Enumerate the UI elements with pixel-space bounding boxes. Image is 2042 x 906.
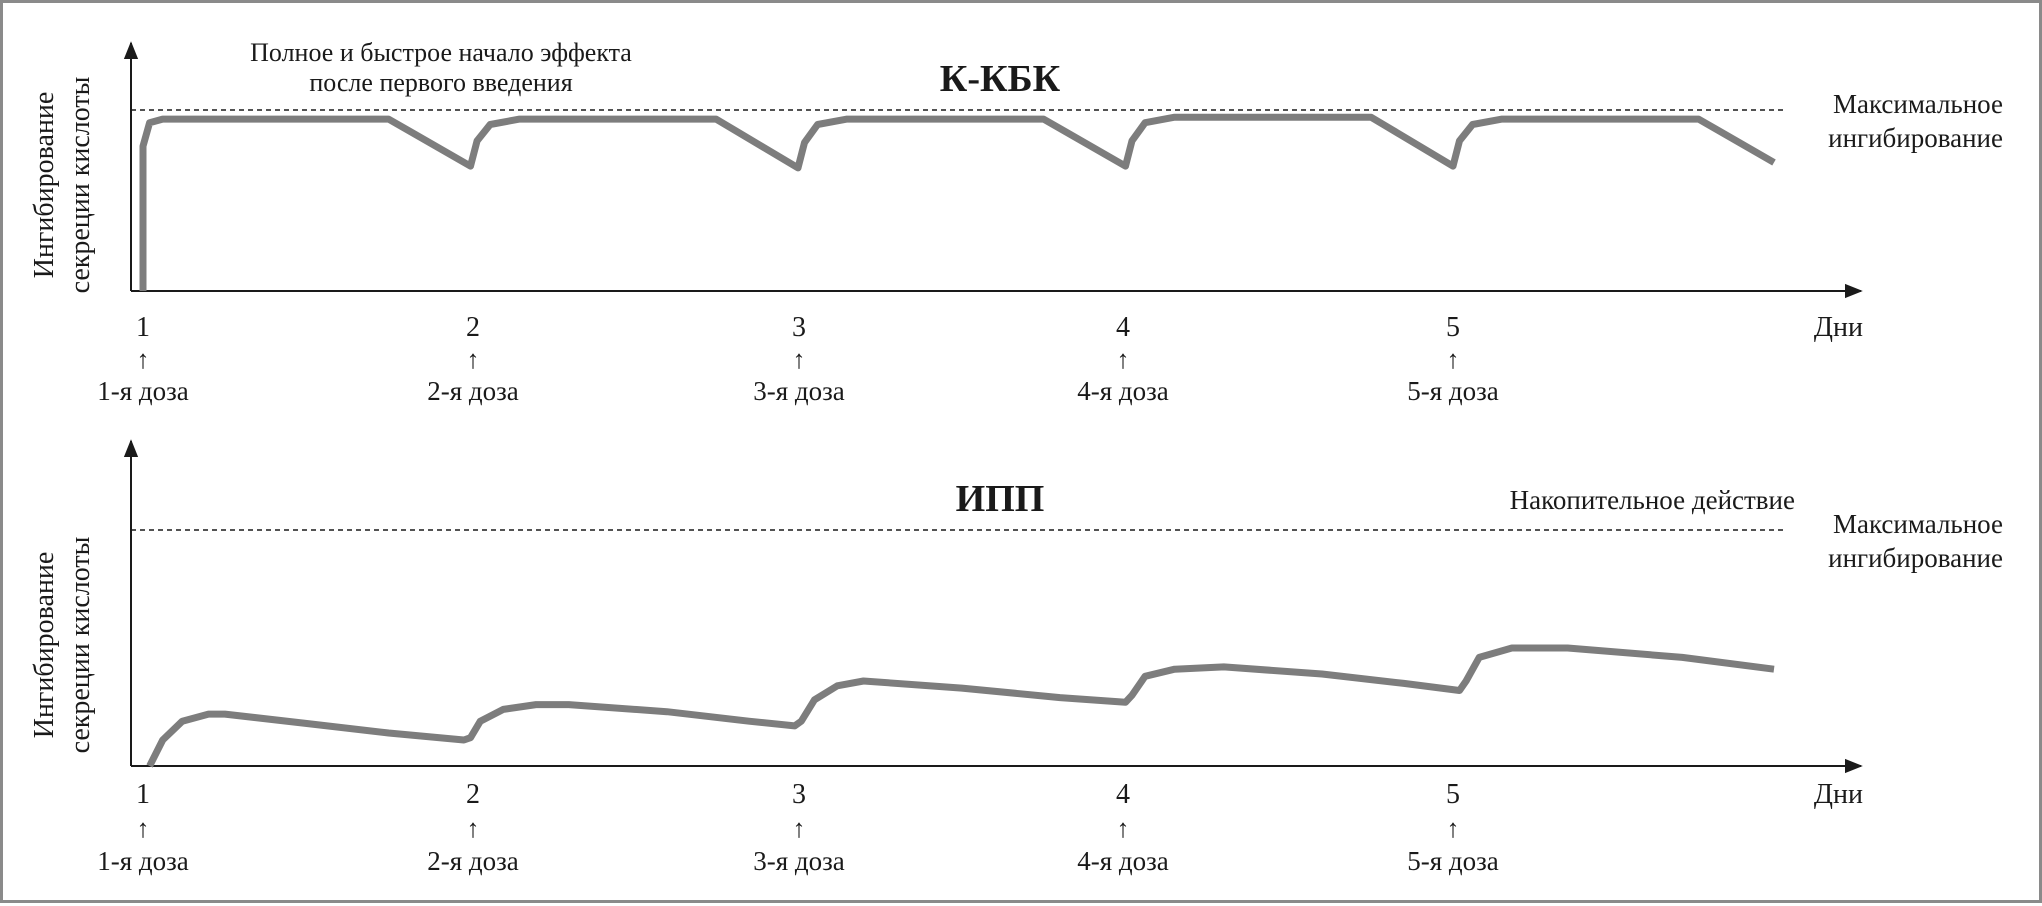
dose-label: 2-я доза (427, 376, 519, 406)
x-tick-label: 4 (1116, 312, 1130, 343)
x-tick-label: 5 (1446, 312, 1460, 343)
y-axis-label-line-2: секреции кислоты (65, 76, 96, 293)
x-tick-label: 5 (1446, 779, 1460, 810)
annotation-line-2: после первого введения (309, 68, 572, 97)
dose-label: 4-я доза (1077, 376, 1169, 406)
dose-arrow: ↑ (137, 814, 150, 843)
x-tick-label: 3 (792, 312, 806, 343)
y-axis-label-line-2: секреции кислоты (65, 536, 96, 753)
dose-label: 4-я доза (1077, 846, 1169, 876)
reference-label-line-1: Максимальное (1833, 509, 2003, 539)
dose-label: 3-я доза (753, 376, 845, 406)
dose-arrow: ↑ (467, 814, 480, 843)
x-tick-label: 2 (466, 312, 480, 343)
dose-labels: 1-я доза 2-я доза 3-я доза 4-я доза 5-я … (97, 846, 1499, 876)
dose-label: 1-я доза (97, 376, 189, 406)
dose-label: 5-я доза (1407, 846, 1499, 876)
dose-label: 3-я доза (753, 846, 845, 876)
y-axis-label-line-1: Ингибирование (29, 92, 60, 279)
x-tick-label: 3 (792, 779, 806, 810)
figure-svg: Ингибирование секреции кислоты К-КБК Пол… (29, 38, 2003, 876)
reference-label-line-1: Максимальное (1833, 89, 2003, 119)
dose-arrow: ↑ (793, 814, 806, 843)
dose-label: 1-я доза (97, 846, 189, 876)
dose-labels: 1-я доза 2-я доза 3-я доза 4-я доза 5-я … (97, 376, 1499, 406)
x-tick-label: 2 (466, 779, 480, 810)
kkbk-series-line (139, 113, 1776, 291)
dose-arrows: ↑ ↑ ↑ ↑ ↑ (137, 345, 1460, 374)
chart-title: ИПП (956, 478, 1045, 520)
panel-kkbk: Ингибирование секреции кислоты К-КБК Пол… (29, 38, 2003, 406)
y-axis-label-line-1: Ингибирование (29, 552, 60, 739)
dose-label: 2-я доза (427, 846, 519, 876)
x-axis-label: Дни (1814, 312, 1863, 343)
dose-arrow: ↑ (467, 345, 480, 374)
dose-arrow: ↑ (1447, 814, 1460, 843)
ipp-series-line (146, 644, 1775, 768)
annotation-line-1: Полное и быстрое начало эффекта (250, 38, 632, 67)
dose-arrow: ↑ (793, 345, 806, 374)
annotation-line-1: Накопительное действие (1510, 485, 1795, 515)
x-axis-label: Дни (1814, 779, 1863, 810)
dose-label: 5-я доза (1407, 376, 1499, 406)
dose-arrow: ↑ (137, 345, 150, 374)
dose-arrow: ↑ (1117, 345, 1130, 374)
x-tick-label: 1 (136, 779, 150, 810)
chart-title: К-КБК (940, 58, 1061, 100)
dose-arrow: ↑ (1117, 814, 1130, 843)
x-tick-label: 4 (1116, 779, 1130, 810)
x-tick-labels: 1 2 3 4 5 (136, 779, 1460, 810)
x-tick-label: 1 (136, 312, 150, 343)
dose-arrow: ↑ (1447, 345, 1460, 374)
panel-ipp: Ингибирование секреции кислоты ИПП Накоп… (29, 439, 2003, 876)
reference-label-line-2: ингибирование (1828, 543, 2003, 573)
reference-label-line-2: ингибирование (1828, 123, 2003, 153)
x-tick-labels: 1 2 3 4 5 (136, 312, 1460, 343)
dose-arrows: ↑ ↑ ↑ ↑ ↑ (137, 814, 1460, 843)
